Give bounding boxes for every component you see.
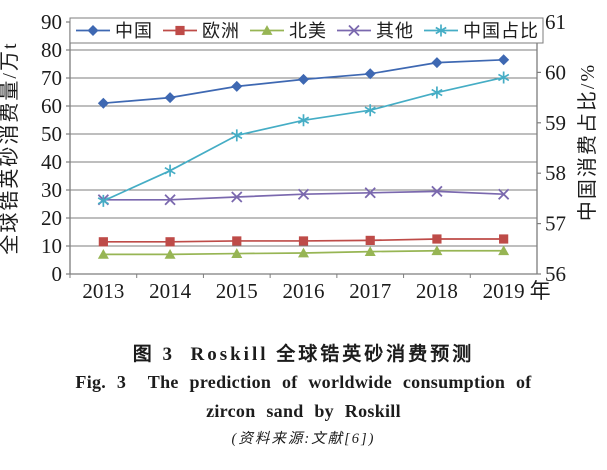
asterisk-marker-icon <box>164 164 176 177</box>
x-marker-icon <box>297 188 310 200</box>
x-axis-tick-label: 2018 <box>416 279 458 303</box>
left-axis-tick-label: 40 <box>41 150 62 174</box>
diamond-marker-icon <box>97 97 109 109</box>
right-axis-title: 中国消费占比/% <box>576 63 599 221</box>
square-marker-icon <box>232 236 242 246</box>
x-axis-tick-label: 2019 <box>483 279 525 303</box>
left-axis-tick-label: 70 <box>41 66 62 90</box>
square-marker-icon <box>165 237 175 247</box>
legend: 中国 欧洲 北美 其他 中国占比 <box>69 17 544 44</box>
legend-item-china: 中国 <box>76 21 153 41</box>
diamond-marker-icon <box>431 57 443 69</box>
asterisk-marker-icon <box>364 104 376 117</box>
series-others <box>97 185 510 206</box>
triangle-marker-icon <box>498 245 510 256</box>
series-others-line <box>103 190 504 201</box>
right-axis-tick-label: 57 <box>545 212 566 236</box>
x-marker-icon <box>431 185 443 198</box>
diamond-marker-icon <box>87 25 99 36</box>
legend-item-north-america: 北美 <box>250 21 327 41</box>
triangle-marker-icon <box>261 25 273 35</box>
diamond-marker-icon <box>298 73 309 85</box>
left-axis-tick-label: 0 <box>52 262 63 286</box>
asterisk-marker-icon <box>498 71 510 84</box>
legend-item-others: 其他 <box>337 21 414 41</box>
series-north-america <box>97 245 510 259</box>
x-marker-icon <box>348 24 360 37</box>
x-marker-icon <box>164 194 176 206</box>
left-axis-tick-label: 80 <box>41 38 62 62</box>
series-europe <box>98 234 509 247</box>
series-china-share-line <box>103 76 504 202</box>
legend-label-china-share: 中国占比 <box>463 21 539 41</box>
x-axis-unit-label: 年 <box>530 279 551 303</box>
diamond-marker-icon <box>364 68 376 80</box>
left-axis-tick-label: 50 <box>41 122 62 146</box>
figure-title-english-line1: Fig. 3 The prediction of worldwide consu… <box>75 372 532 392</box>
series-china <box>97 54 510 109</box>
figure-title-english-line2: zircon sand by Roskill <box>206 401 401 421</box>
series-china-share <box>97 71 510 207</box>
asterisk-marker-icon <box>97 194 109 207</box>
triangle-marker-icon <box>364 246 376 256</box>
right-axis-tick-label: 60 <box>545 60 566 84</box>
right-axis-tick-label: 56 <box>545 262 566 286</box>
figure-caption: 图 3 Roskill 全球锆英砂消费预测 Fig. 3 The predict… <box>0 342 607 450</box>
x-marker-icon <box>364 187 376 199</box>
diamond-marker-icon <box>498 54 510 66</box>
left-axis-title: 全球锆英砂消费量/万t <box>0 41 21 254</box>
square-marker-icon <box>432 234 442 244</box>
x-axis-tick-label: 2014 <box>149 279 192 303</box>
square-marker-icon <box>98 237 108 247</box>
asterisk-marker-icon <box>231 129 243 142</box>
x-axis-tick-label: 2013 <box>82 279 124 303</box>
left-axis-tick-label: 10 <box>41 234 62 258</box>
left-axis-tick-label: 30 <box>41 178 62 202</box>
triangle-marker-icon <box>97 249 109 259</box>
legend-label-europe: 欧洲 <box>202 21 240 41</box>
left-axis-tick-label: 20 <box>41 206 62 230</box>
legend-label-china: 中国 <box>115 21 153 41</box>
right-axis-tick-label: 58 <box>545 161 566 185</box>
triangle-marker-icon <box>231 248 243 258</box>
x-marker-icon <box>231 191 243 203</box>
diamond-marker-icon <box>164 92 176 104</box>
left-axis-tick-label: 60 <box>41 94 62 118</box>
asterisk-marker-icon <box>297 114 310 127</box>
legend-item-china-share: 中国占比 <box>424 21 539 41</box>
triangle-marker-icon <box>298 247 309 258</box>
square-marker-icon <box>298 236 309 246</box>
figure-source-note: (资料来源:文献[6]) <box>231 431 376 447</box>
right-axis-tick-label: 59 <box>545 111 566 135</box>
legend-box <box>69 17 544 44</box>
left-axis-tick-label: 90 <box>41 10 62 34</box>
square-marker-icon <box>175 25 185 36</box>
square-marker-icon <box>365 235 375 245</box>
asterisk-marker-icon <box>431 86 443 99</box>
legend-item-europe: 欧洲 <box>163 21 240 41</box>
right-axis-tick-label: 61 <box>545 10 566 34</box>
square-marker-icon <box>499 234 509 244</box>
legend-label-others: 其他 <box>376 21 414 41</box>
x-axis-tick-label: 2016 <box>283 279 325 303</box>
x-marker-icon <box>498 188 510 200</box>
asterisk-marker-icon <box>435 24 447 37</box>
zircon-consumption-chart: 0 10 20 30 40 50 60 70 80 90 56 57 58 59 60 61 2013 2014 2… <box>0 10 599 303</box>
legend-label-north-america: 北美 <box>289 21 327 41</box>
x-axis-tick-label: 2015 <box>216 279 258 303</box>
diamond-marker-icon <box>231 80 243 92</box>
triangle-marker-icon <box>164 249 176 259</box>
figure-title-chinese: 图 3 Roskill 全球锆英砂消费预测 <box>132 344 475 365</box>
triangle-marker-icon <box>431 245 443 256</box>
x-axis-tick-label: 2017 <box>349 279 391 303</box>
